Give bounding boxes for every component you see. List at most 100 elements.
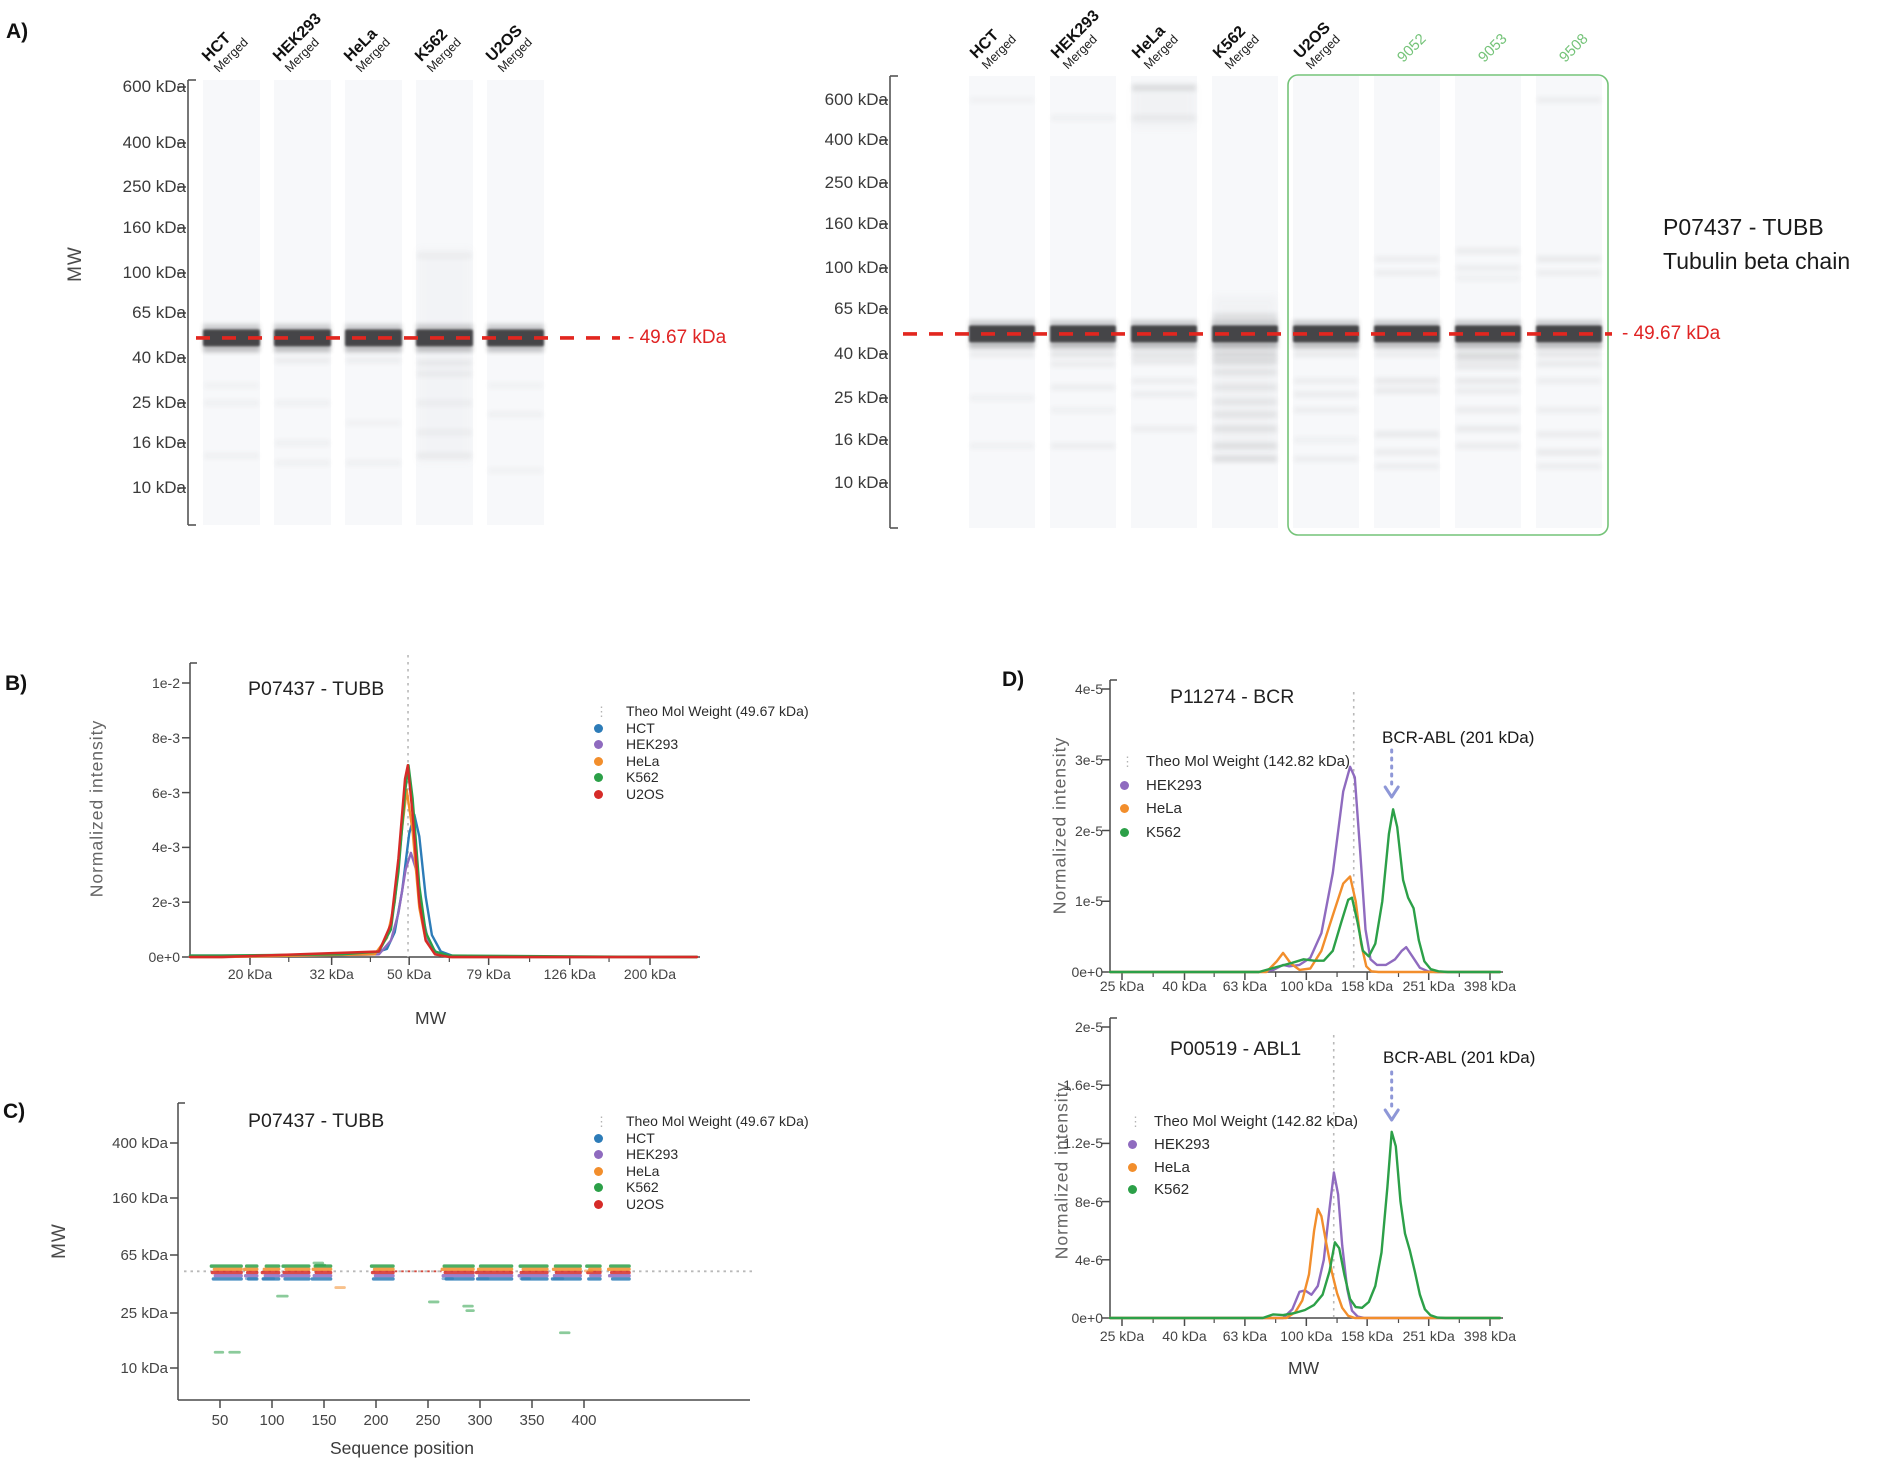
gel-lane-smear <box>1132 84 1196 129</box>
chart-c-outlier-K562 <box>559 1331 571 1335</box>
chart-d2-y-tick-label: 4e-6 <box>1074 1251 1103 1268</box>
gel-lane-band <box>1375 462 1439 470</box>
chart-c-segment-HEK293 <box>373 1274 395 1278</box>
chart-c-xlabel: Sequence position <box>330 1438 474 1458</box>
gel-lane-band <box>1213 312 1277 320</box>
chart-c-segment-HEK293 <box>607 1274 631 1278</box>
chart-d1-y-tick-label: 2e-5 <box>1074 822 1103 839</box>
gel-lane-band <box>1294 390 1358 398</box>
panel-a-label: A) <box>6 20 29 43</box>
gel-highlight-box <box>1287 74 1609 536</box>
chart-d2-legend-theo-label: Theo Mol Weight (142.82 kDa) <box>1154 1113 1358 1130</box>
gel-lane-band <box>1132 377 1196 385</box>
chart-c-segment-U2OS <box>260 1270 281 1275</box>
chart-c-y-tick-label: 160 kDa <box>112 1190 168 1207</box>
gel-lane-band <box>1213 368 1277 376</box>
gel-lane-band <box>1213 442 1277 450</box>
chart-d1-series-K562 <box>1108 808 1502 974</box>
gel-lane-band <box>970 394 1034 402</box>
gel-lane-band <box>1537 406 1601 414</box>
chart-b-legend-dot-HeLa <box>594 756 603 766</box>
chart-c-legend-label-U2OS: U2OS <box>626 1196 665 1212</box>
chart-d1-x-tick-label: 63 kDa <box>1222 978 1268 994</box>
gel-lane-band <box>1375 269 1439 277</box>
chart-c-segment-K562 <box>209 1264 243 1268</box>
gel-right-lane-9053 <box>1455 76 1521 528</box>
chart-c-outlier-HCT <box>519 1277 531 1281</box>
gel-lane-band <box>417 399 472 407</box>
chart-c-segment-U2OS <box>609 1270 631 1275</box>
gel-lane-band <box>346 420 401 427</box>
chart-d2-y-tick-label: 1.6e-5 <box>1063 1077 1103 1094</box>
gel-lane-band <box>970 97 1034 104</box>
chart-c-x-tick-label: 100 <box>259 1412 285 1429</box>
chart-c-segment-K562 <box>553 1264 582 1268</box>
chart-b-legend-theo-label: Theo Mol Weight (49.67 kDa) <box>626 703 809 719</box>
gel-right-lane-U2OS <box>1293 76 1359 528</box>
chart-c-outlier-HeLa <box>584 1269 594 1273</box>
chart-c-segment-U2OS <box>519 1270 549 1275</box>
chart-c-segment-U2OS <box>370 1270 395 1275</box>
chart-b-x-tick-label: 126 kDa <box>543 966 596 982</box>
chart-b-series-HCT <box>188 813 699 959</box>
chart-d1-x-tick-label: 40 kDa <box>1162 978 1207 994</box>
gel-lane-band <box>346 356 401 364</box>
gel-right-lane-HCT <box>969 76 1035 528</box>
gel-right-mw-tick-label: 160 kDa <box>824 214 888 233</box>
gel-lane-band <box>1375 377 1439 385</box>
chart-d2-x-tick-label: 40 kDa <box>1162 1328 1207 1344</box>
chart-c-segment-U2OS <box>443 1270 475 1275</box>
chart-c-segment-HeLa <box>521 1267 549 1272</box>
gel-lane-band <box>1132 390 1196 398</box>
chart-d2-legend-dot-K562 <box>1128 1185 1137 1195</box>
gel-lane-band <box>1213 410 1277 418</box>
chart-d1-x-tick-label: 25 kDa <box>1099 978 1145 994</box>
chart-b-legend-dot-HEK293 <box>594 740 603 750</box>
chart-b-y-tick-label: 4e-3 <box>151 839 180 856</box>
gel-right-lane-HeLa <box>1131 76 1197 528</box>
gel-lane-band <box>1375 387 1439 395</box>
gel-left-mw-tick-label: 160 kDa <box>122 218 186 237</box>
gel-left-mw-tick-label: 250 kDa <box>122 177 186 196</box>
chart-b-y-tick-label: 6e-3 <box>151 784 180 801</box>
chart-c-segment-HeLa <box>284 1267 311 1272</box>
chart-c-segment-U2OS <box>245 1270 259 1275</box>
chart-c-x-tick-label: 300 <box>467 1412 493 1429</box>
chart-c-legend-theo-label: Theo Mol Weight (49.67 kDa) <box>626 1113 809 1129</box>
chart-d2-x-tick-label: 398 kDa <box>1463 1328 1517 1344</box>
gel-lane-band <box>1294 377 1358 385</box>
chart-c-outlier-HCT <box>244 1277 258 1281</box>
gel-left-mw-tick-label: 65 kDa <box>132 303 186 322</box>
gel-lane-band <box>1537 462 1601 470</box>
chart-c-legend-dot-U2OS <box>594 1200 603 1209</box>
chart-d2-legend-label-HeLa: HeLa <box>1154 1158 1190 1176</box>
chart-d2-series-HeLa <box>1108 1207 1502 1320</box>
chart-d2-legend-dot-HEK293 <box>1128 1139 1137 1149</box>
gel-right-mw-tick-label: 100 kDa <box>824 258 888 277</box>
chart-c-outlier-K562 <box>213 1350 225 1354</box>
gel-lane-band <box>417 359 472 367</box>
gel-lane-band <box>970 350 1034 358</box>
chart-c-segment-K562 <box>518 1264 549 1268</box>
chart-c-segment-K562 <box>369 1264 395 1268</box>
chart-c-segment-HEK293 <box>441 1274 475 1278</box>
chart-c-segment-HEK293 <box>243 1274 259 1278</box>
chart-b-legend-dot-HCT <box>594 723 603 733</box>
gel-lane-band <box>1456 377 1520 385</box>
chart-c-segment-HeLa <box>606 1267 631 1272</box>
gel-lane-band <box>1537 269 1601 277</box>
chart-d1-legend-label-HEK293: HEK293 <box>1146 776 1202 794</box>
chart-c-segment-K562 <box>264 1264 281 1268</box>
chart-c-segment-U2OS <box>282 1270 311 1275</box>
chart-c-segment-HeLa <box>212 1267 243 1272</box>
chart-c-y-tick-label: 25 kDa <box>120 1305 168 1322</box>
gel-main-band <box>1050 325 1116 343</box>
chart-d1-x-tick-label: 158 kDa <box>1341 978 1394 994</box>
chart-c-segment-HeLa <box>242 1267 259 1272</box>
gel-lane-band <box>1456 406 1520 414</box>
gel-lane-band <box>275 356 330 364</box>
gel-left-mw-tick-label: 600 kDa <box>122 77 186 96</box>
chart-c-segment-HEK293 <box>477 1274 514 1278</box>
gel-lane-band <box>970 442 1034 450</box>
